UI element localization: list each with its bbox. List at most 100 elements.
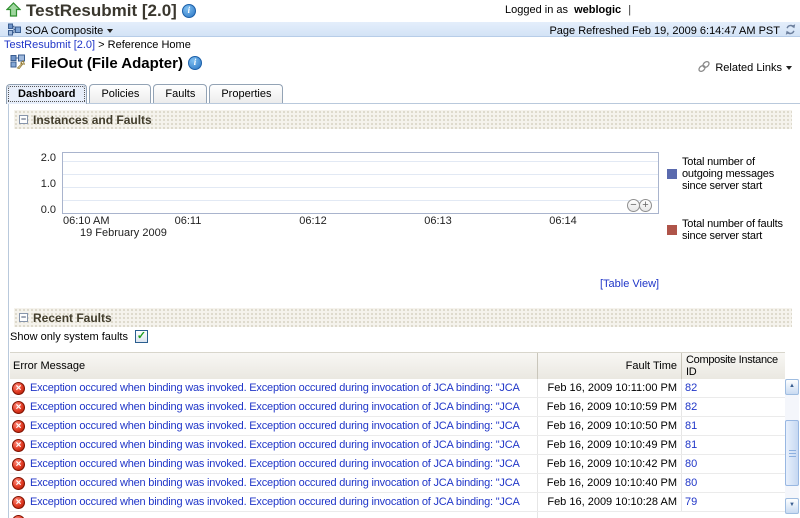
error-message-link[interactable]: Exception occured when binding was invok… (30, 477, 520, 489)
composite-home-icon[interactable] (5, 1, 22, 21)
table-row: × Exception occured when binding was invo… (10, 398, 785, 417)
tab-properties[interactable]: Properties (209, 84, 284, 103)
breadcrumb-separator: > (98, 39, 105, 51)
instance-id-link[interactable]: 79 (685, 496, 698, 508)
fault-time-cell: Feb 16, 2009 10:10:42 PM (538, 455, 682, 473)
chart-plot-area[interactable] (62, 152, 659, 214)
chain-link-icon (697, 60, 711, 76)
faults-table-header: Error Message Fault Time Composite Insta… (10, 352, 785, 380)
instance-id-link[interactable]: 81 (685, 439, 698, 451)
logged-in-as-label: Logged in as (505, 4, 568, 16)
instance-id-link[interactable]: 82 (685, 401, 698, 413)
fault-time-cell: Feb 16, 2009 10:11:00 PM (538, 379, 682, 397)
error-message-link[interactable]: Exception occured when binding was invok… (30, 458, 520, 470)
error-message-link[interactable]: Exception occured when binding was invok… (30, 420, 520, 432)
file-adapter-icon (10, 54, 26, 72)
tab-faults[interactable]: Faults (153, 84, 208, 103)
collapse-icon[interactable]: − (19, 114, 28, 124)
table-row: × Exception occured when binding was invo… (10, 417, 785, 436)
related-links-menu[interactable]: Related Links (697, 60, 792, 76)
faults-table-body: × Exception occured when binding was invo… (10, 379, 785, 518)
table-view-link[interactable]: [Table View] (600, 278, 660, 290)
fault-time-cell: Feb 16, 2009 10:10:28 AM (538, 493, 682, 511)
username: weblogic (574, 4, 622, 16)
x-axis-tick: 06:11 (174, 215, 202, 227)
chart-legend: Total number of outgoing messages since … (667, 156, 793, 268)
instance-id-cell: 82 (682, 379, 785, 397)
error-message-cell: × Exception occured when binding was invo… (10, 398, 538, 416)
page-refreshed-area: Page Refreshed Feb 19, 2009 6:14:47 AM P… (549, 23, 797, 39)
tab-dashboard[interactable]: Dashboard (6, 84, 88, 104)
instance-id-cell: 81 (682, 417, 785, 435)
soa-composite-menu-label: SOA Composite (25, 25, 104, 37)
y-axis-tick: 2.0 (40, 152, 56, 164)
instance-id-link[interactable]: 82 (685, 382, 698, 394)
system-faults-checkbox[interactable]: ✓ (135, 330, 148, 343)
scrollbar-thumb[interactable] (785, 420, 799, 486)
error-message-link[interactable]: Exception occured when binding was invok… (30, 401, 520, 413)
info-icon[interactable]: i (181, 4, 196, 18)
page-header: FileOut (File Adapter) i (10, 54, 202, 72)
table-row-partial: × (10, 512, 785, 518)
collapse-icon[interactable]: − (19, 312, 28, 322)
chevron-down-icon (107, 29, 114, 33)
chevron-down-icon (786, 66, 792, 70)
refresh-icon[interactable] (784, 23, 797, 39)
error-message-cell: × Exception occured when binding was invo… (10, 379, 538, 397)
system-faults-filter-label: Show only system faults (10, 330, 128, 343)
table-scrollbar[interactable]: ▲ ▼ (785, 379, 799, 514)
error-message-cell: × Exception occured when binding was invo… (10, 474, 538, 492)
info-icon[interactable]: i (187, 56, 202, 70)
instances-section-title: Instances and Faults (33, 112, 152, 127)
scroll-down-button[interactable]: ▼ (785, 498, 799, 514)
error-icon: × (12, 381, 25, 395)
error-icon: × (12, 419, 25, 433)
related-links-label: Related Links (715, 62, 782, 74)
table-row: × Exception occured when binding was invo… (10, 493, 785, 512)
context-band: SOA Composite Page Refreshed Feb 19, 200… (0, 22, 800, 37)
zoom-in-button[interactable]: + (639, 199, 652, 212)
legend-swatch (667, 169, 677, 179)
breadcrumb-parent-link[interactable]: TestResubmit [2.0] (4, 39, 96, 51)
table-row: × Exception occured when binding was invo… (10, 436, 785, 455)
instance-id-link[interactable]: 80 (685, 477, 698, 489)
legend-item: Total number of faults since server star… (667, 218, 793, 242)
composite-header: TestResubmit [2.0] i (5, 1, 196, 21)
error-message-link[interactable]: Exception occured when binding was invok… (30, 382, 520, 394)
breadcrumb-current: Reference Home (107, 39, 191, 51)
zoom-out-button[interactable]: − (627, 199, 640, 212)
error-message-cell: × (10, 512, 538, 518)
instance-id-link[interactable]: 80 (685, 458, 698, 470)
instance-id-link[interactable]: 81 (685, 420, 698, 432)
error-message-link[interactable]: Exception occured when binding was invok… (30, 496, 520, 508)
faults-section-title: Recent Faults (33, 310, 112, 325)
x-axis-date-label: 19 February 2009 (80, 227, 167, 239)
page-title: FileOut (File Adapter) (31, 54, 183, 72)
scroll-up-button[interactable]: ▲ (785, 379, 799, 395)
instances-section-header: − Instances and Faults (14, 110, 792, 129)
tab-bar: Dashboard Policies Faults Properties (6, 84, 284, 104)
instance-id-cell: 79 (682, 493, 785, 511)
instance-id-cell: 81 (682, 436, 785, 454)
column-header-fault-time[interactable]: Fault Time (538, 353, 682, 379)
chart-zoom-controls: − + (627, 199, 652, 212)
content-panel (8, 103, 800, 518)
fault-time-cell: Feb 16, 2009 10:10:49 PM (538, 436, 682, 454)
error-icon: × (12, 438, 25, 452)
error-message-link[interactable]: Exception occured when binding was invok… (30, 439, 520, 451)
column-header-composite-instance-id[interactable]: Composite Instance ID (686, 354, 778, 378)
faults-section-header: − Recent Faults (14, 308, 792, 327)
system-faults-filter: Show only system faults ✓ (10, 330, 148, 343)
tab-policies[interactable]: Policies (89, 84, 152, 103)
table-row: × Exception occured when binding was invo… (10, 474, 785, 493)
x-axis-tick: 06:12 (299, 215, 327, 227)
error-icon: × (12, 457, 25, 471)
fault-time-cell: Feb 16, 2009 10:10:40 PM (538, 474, 682, 492)
fault-time-cell: Feb 16, 2009 10:10:59 PM (538, 398, 682, 416)
error-icon: × (12, 514, 25, 518)
soa-composite-menu[interactable]: SOA Composite (8, 23, 114, 39)
breadcrumb: TestResubmit [2.0] > Reference Home (4, 39, 191, 51)
login-separator: | (628, 4, 632, 16)
column-header-error-message[interactable]: Error Message (10, 353, 538, 379)
